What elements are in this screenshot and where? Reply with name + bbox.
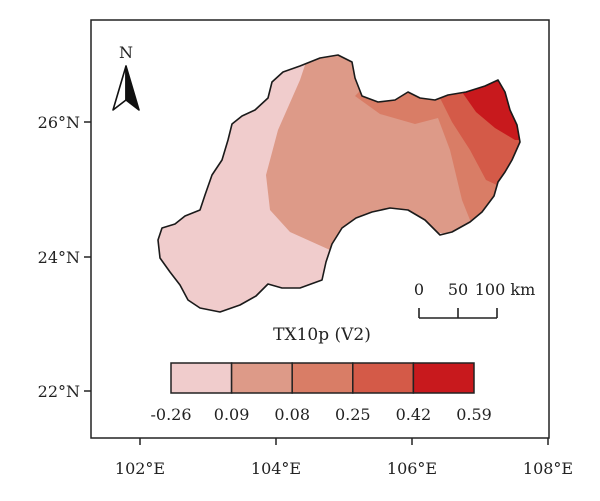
scale-label-50: 50 (448, 280, 468, 299)
legend-swatch-1 (170, 362, 233, 394)
legend-label-4: 0.25 (335, 405, 371, 424)
legend-label-3: 0.08 (274, 405, 310, 424)
legend-label-2: 0.09 (214, 405, 250, 424)
y-tick-label-24n: 24°N (38, 248, 80, 267)
y-tick-label-22n: 22°N (38, 382, 80, 401)
x-tick-label-102e: 102°E (115, 459, 165, 478)
legend-swatch-5 (412, 362, 475, 394)
region-outline (157, 54, 521, 313)
legend-swatch-2 (230, 362, 293, 394)
north-label: N (119, 43, 133, 62)
legend-swatch-3 (291, 362, 354, 394)
x-axis: 102°E 104°E 106°E 108°E (115, 438, 573, 478)
legend-label-6: 0.59 (456, 405, 492, 424)
legend-swatches (170, 362, 475, 394)
legend: TX10p (V2) -0.26 0.09 0.08 0.25 0.42 0.59 (150, 325, 491, 424)
legend-label-1: -0.26 (150, 405, 191, 424)
y-tick-label-26n: 26°N (38, 113, 80, 132)
x-tick-label-108e: 108°E (523, 459, 573, 478)
legend-swatch-4 (352, 362, 415, 394)
legend-label-5: 0.42 (396, 405, 432, 424)
scale-label-0: 0 (414, 280, 424, 299)
legend-labels: -0.26 0.09 0.08 0.25 0.42 0.59 (150, 405, 491, 424)
x-tick-label-106e: 106°E (387, 459, 437, 478)
x-tick-label-104e: 104°E (251, 459, 301, 478)
y-axis: 26°N 24°N 22°N (38, 113, 91, 401)
scale-bar: 0 50 100 km (414, 280, 536, 319)
legend-title: TX10p (V2) (273, 325, 371, 345)
north-arrow-icon: N (112, 43, 140, 111)
scale-label-100km: 100 km (475, 280, 536, 299)
